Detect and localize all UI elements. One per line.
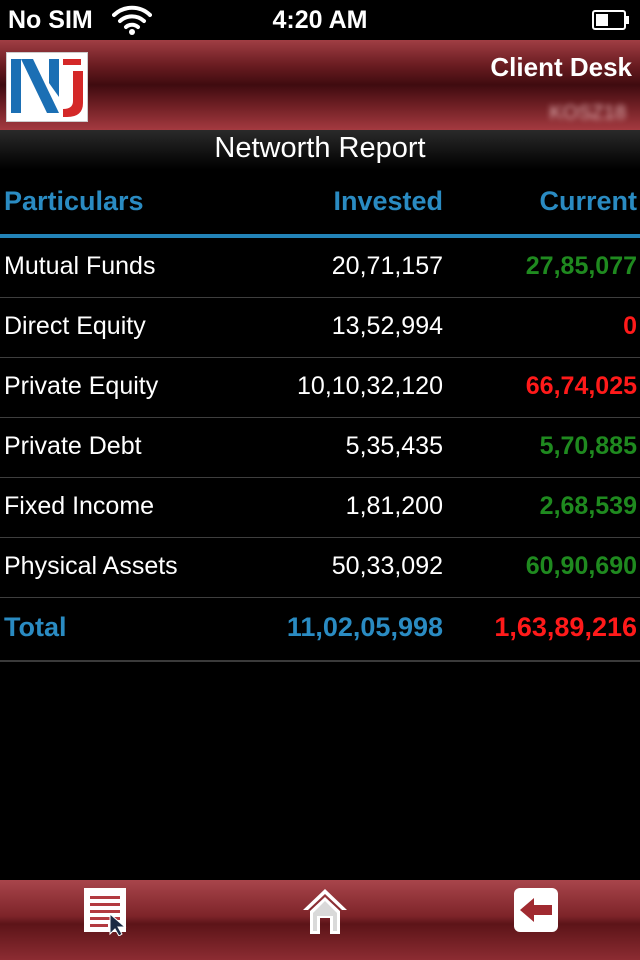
- back-button[interactable]: [512, 886, 562, 936]
- table-row[interactable]: Private Debt 5,35,435 5,70,885: [0, 418, 640, 478]
- row-invested: 10,10,32,120: [297, 372, 443, 400]
- app-header: Client Desk KOSZ18: [0, 40, 640, 130]
- row-invested: 5,35,435: [345, 432, 443, 460]
- row-invested: 13,52,994: [331, 312, 443, 340]
- row-invested: 50,33,092: [331, 552, 443, 580]
- user-id: KOSZ18: [549, 102, 626, 124]
- total-current: 1,63,89,216: [494, 612, 637, 642]
- home-icon: [303, 889, 347, 934]
- total-label: Total: [4, 612, 67, 642]
- total-row: Total 11,02,05,998 1,63,89,216: [0, 598, 640, 662]
- row-current: 27,85,077: [525, 252, 637, 280]
- row-particular: Direct Equity: [4, 312, 146, 340]
- row-current: 0: [623, 312, 637, 340]
- table-header: Particulars Invested Current: [0, 172, 640, 238]
- table-row[interactable]: Private Equity 10,10,32,120 66,74,025: [0, 358, 640, 418]
- carrier-label: No SIM: [8, 6, 93, 34]
- table-row[interactable]: Direct Equity 13,52,994 0: [0, 298, 640, 358]
- row-particular: Private Equity: [4, 372, 159, 400]
- nj-logo: [6, 52, 88, 122]
- row-particular: Fixed Income: [4, 492, 155, 520]
- wifi-icon: [112, 5, 152, 35]
- table-row[interactable]: Fixed Income 1,81,200 2,68,539: [0, 478, 640, 538]
- table-row[interactable]: Physical Assets 50,33,092 60,90,690: [0, 538, 640, 598]
- clock: 4:20 AM: [272, 6, 368, 34]
- battery-icon: [592, 10, 629, 30]
- total-invested: 11,02,05,998: [286, 612, 443, 642]
- row-particular: Physical Assets: [4, 552, 178, 580]
- back-arrow-icon: [514, 888, 558, 932]
- status-bar: No SIM 4:20 AM: [0, 0, 640, 40]
- home-button[interactable]: [300, 886, 350, 936]
- row-particular: Mutual Funds: [4, 252, 156, 280]
- row-invested: 20,71,157: [331, 252, 443, 280]
- row-current: 60,90,690: [525, 552, 637, 580]
- networth-table: Mutual Funds 20,71,157 27,85,077 Direct …: [0, 238, 640, 662]
- table-row[interactable]: Mutual Funds 20,71,157 27,85,077: [0, 238, 640, 298]
- report-title: Networth Report: [0, 130, 640, 170]
- menu-list-icon: [84, 888, 127, 937]
- bottom-toolbar: [0, 880, 640, 960]
- row-current: 2,68,539: [539, 492, 637, 520]
- row-current: 66,74,025: [525, 372, 637, 400]
- column-header-particulars: Particulars: [4, 186, 144, 216]
- row-particular: Private Debt: [4, 432, 142, 460]
- column-header-current: Current: [539, 186, 637, 216]
- row-current: 5,70,885: [539, 432, 637, 460]
- menu-button[interactable]: [82, 886, 132, 937]
- app-title: Client Desk: [490, 52, 632, 82]
- row-invested: 1,81,200: [345, 492, 443, 520]
- column-header-invested: Invested: [333, 186, 443, 216]
